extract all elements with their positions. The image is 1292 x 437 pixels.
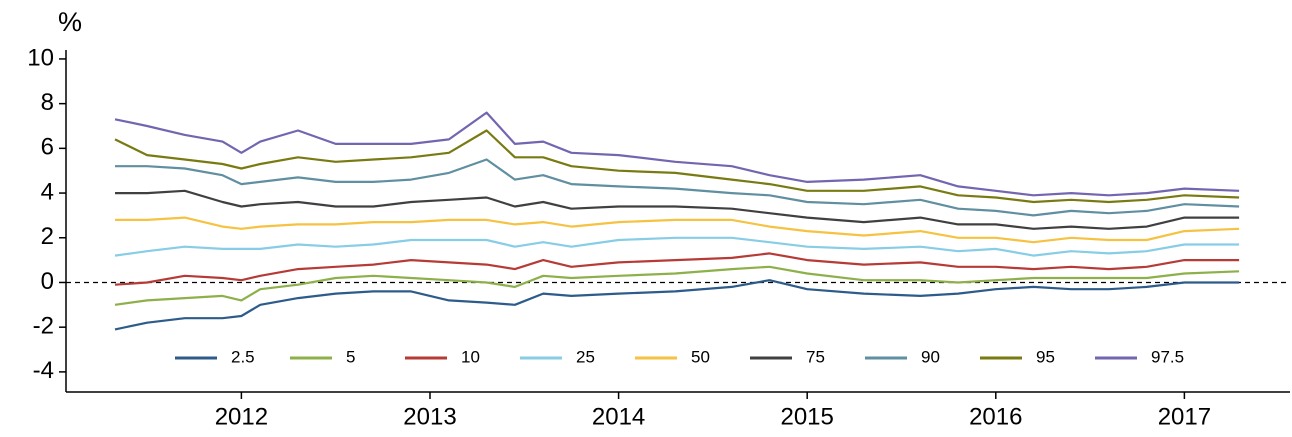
x-tick-label: 2014	[592, 403, 645, 430]
legend-label: 5	[346, 347, 355, 366]
y-axis-label: %	[58, 7, 82, 37]
series-line	[114, 279, 1240, 331]
legend-label: 25	[576, 347, 595, 366]
legend-label: 90	[921, 347, 940, 366]
x-tick-label: 2013	[403, 403, 456, 430]
legend-label: 10	[461, 347, 480, 366]
x-tick-label: 2016	[969, 403, 1022, 430]
x-tick-label: 2012	[215, 403, 268, 430]
y-tick-label: 10	[27, 44, 54, 71]
y-tick-label: 2	[41, 223, 54, 250]
series-line	[114, 265, 1240, 306]
series-line	[115, 158, 1240, 217]
legend-label: 50	[691, 347, 710, 366]
series-line	[114, 252, 1240, 286]
x-tick-label: 2015	[780, 403, 833, 430]
y-tick-label: 8	[41, 89, 54, 116]
series-line	[114, 129, 1240, 204]
y-tick-label: 0	[41, 268, 54, 295]
x-tick-label: 2017	[1158, 403, 1211, 430]
series-line	[114, 236, 1240, 257]
y-tick-label: 4	[41, 178, 54, 205]
legend-label: 2.5	[231, 347, 255, 366]
series-line	[115, 216, 1240, 244]
y-tick-label: -4	[33, 357, 54, 384]
y-tick-label: -2	[33, 313, 54, 340]
series-line	[114, 111, 1240, 197]
y-tick-label: 6	[41, 134, 54, 161]
legend-label: 97.5	[1151, 347, 1184, 366]
series-line	[115, 189, 1240, 230]
legend-label: 95	[1036, 347, 1055, 366]
legend-label: 75	[806, 347, 825, 366]
